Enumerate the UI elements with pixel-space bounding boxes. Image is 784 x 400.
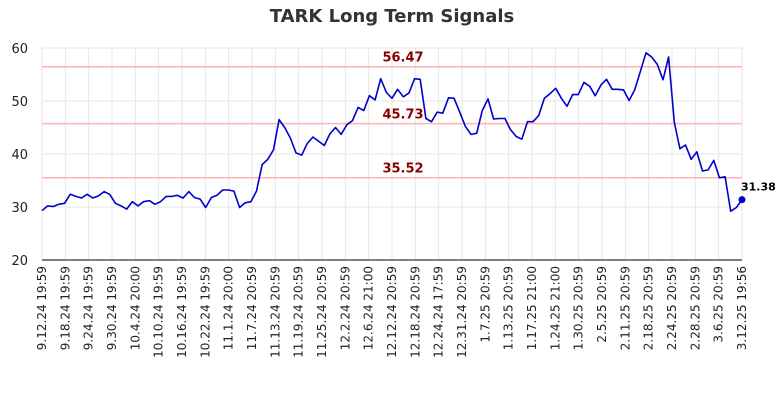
x-tick-label: 12.31.24 20:59 — [455, 266, 469, 358]
x-tick-label: 10.4.24 20:00 — [128, 266, 142, 350]
x-tick-label: 1.30.25 20:59 — [572, 266, 586, 350]
x-tick-label: 2.11.25 20:59 — [618, 266, 632, 350]
x-tick-label: 11.1.24 20:00 — [222, 266, 236, 350]
x-tick-label: 10.10.24 19:59 — [152, 266, 166, 358]
x-tick-label: 2.5.25 20:59 — [595, 266, 609, 343]
reference-line-label: 56.47 — [382, 51, 423, 66]
y-tick-label: 40 — [11, 148, 28, 163]
x-tick-label: 12.12.24 20:59 — [385, 266, 399, 358]
x-tick-label: 2.24.25 20:59 — [665, 266, 679, 350]
y-tick-label: 50 — [11, 95, 28, 110]
x-tick-label: 12.18.24 20:59 — [408, 266, 422, 358]
x-tick-label: 1.17.25 21:00 — [525, 266, 539, 350]
x-tick-label: 11.19.24 20:59 — [292, 266, 306, 358]
reference-line-label: 45.73 — [382, 108, 423, 123]
y-tick-label: 20 — [11, 254, 28, 269]
x-tick-label: 1.24.25 21:00 — [548, 266, 562, 350]
x-tick-label: 1.7.25 20:59 — [478, 266, 492, 343]
x-tick-label: 2.28.25 20:59 — [688, 266, 702, 350]
x-tick-label: 3.12.25 19:56 — [735, 266, 749, 350]
x-tick-label: 12.2.24 20:59 — [338, 266, 352, 350]
x-tick-label: 2.18.25 20:59 — [642, 266, 656, 350]
x-tick-label: 12.6.24 21:00 — [362, 266, 376, 350]
x-tick-label: 12.24.24 17:59 — [432, 266, 446, 358]
y-tick-label: 30 — [11, 201, 28, 216]
x-tick-label: 1.13.25 20:59 — [502, 266, 516, 350]
chart-title: TARK Long Term Signals — [269, 6, 515, 27]
x-tick-label: 10.22.24 19:59 — [198, 266, 212, 358]
reference-line-label: 35.52 — [382, 162, 423, 177]
series-line — [41, 51, 743, 212]
x-tick-label: 3.6.25 20:59 — [712, 266, 726, 343]
x-tick-label: 11.7.24 20:59 — [245, 266, 259, 350]
x-tick-label: 11.25.24 20:59 — [315, 266, 329, 358]
x-tick-label: 11.13.24 20:59 — [268, 266, 282, 358]
x-tick-label: 9.24.24 19:59 — [82, 266, 96, 350]
last-value-label: 31.38 — [741, 181, 776, 194]
x-tick-label: 9.30.24 19:59 — [105, 266, 119, 350]
x-tick-label: 9.18.24 19:59 — [58, 266, 72, 350]
last-point-marker — [738, 196, 746, 204]
y-tick-label: 60 — [11, 42, 28, 57]
x-tick-label: 10.16.24 19:59 — [175, 266, 189, 358]
x-tick-label: 9.12.24 19:59 — [35, 266, 49, 350]
